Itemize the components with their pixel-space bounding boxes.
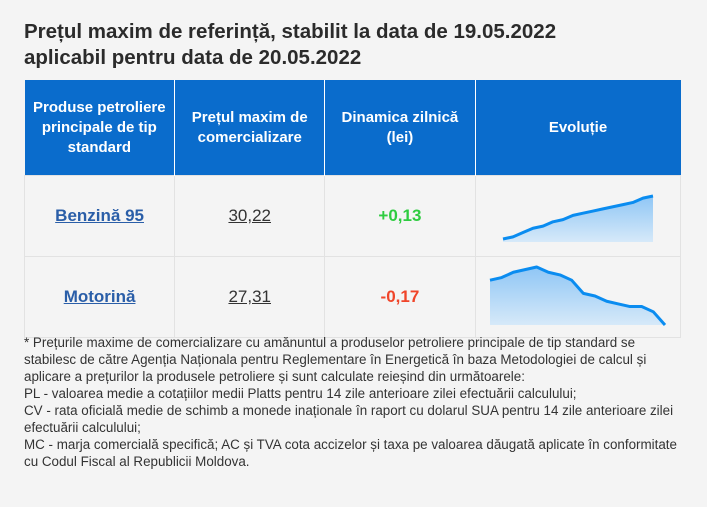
sparkline-line: [502, 194, 653, 241]
sparkline-chart: [502, 194, 653, 242]
header-price: Prețul maxim de comercializare: [174, 80, 326, 176]
header-product: Produse petroliere principale de tip sta…: [24, 80, 176, 176]
product-link-motorina[interactable]: Motorină: [63, 287, 136, 306]
table-row: Benzină 95 30,22 +0,13: [23, 175, 681, 257]
page-title: Prețul maxim de referință, stabilit la d…: [24, 20, 557, 69]
change-value: +0,13: [378, 206, 422, 225]
header-change: Dinamica zilnică (lei): [324, 80, 476, 176]
table-row: Motorină 27,31 -0,17: [23, 256, 681, 338]
product-link-benzina[interactable]: Benzină 95: [55, 206, 144, 225]
sparkline-area: [489, 267, 665, 325]
footnote: * Prețurile maxime de comercializare cu …: [24, 335, 677, 469]
sparkline-line: [489, 265, 666, 326]
price-value: 30,22: [228, 206, 271, 225]
header-evolution: Evoluție: [475, 80, 681, 176]
change-value: -0,17: [380, 287, 420, 306]
price-value: 27,31: [228, 287, 271, 306]
sparkline-chart: [489, 265, 666, 326]
prices-table: Produse petroliere principale de tip sta…: [23, 80, 681, 338]
